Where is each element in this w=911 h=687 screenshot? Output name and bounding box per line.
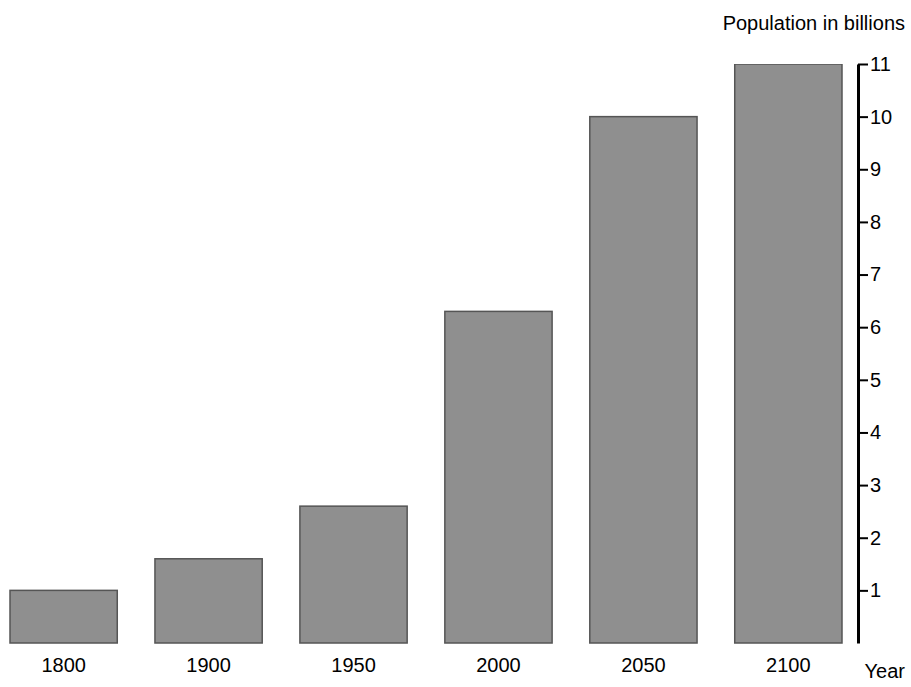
y-tick-label: 11: [870, 53, 891, 75]
y-tick-mark: [858, 537, 868, 539]
x-tick: 1800: [41, 654, 86, 676]
y-tick: 6: [858, 316, 881, 338]
x-tick-label: 1950: [331, 654, 376, 676]
y-tick-mark: [858, 274, 868, 276]
bar: [155, 559, 262, 643]
y-tick: 5: [858, 369, 881, 391]
y-tick: 3: [858, 474, 881, 496]
y-tick-label: 6: [870, 316, 881, 338]
x-tick: 1900: [186, 654, 231, 676]
bars: [10, 64, 842, 643]
y-tick: 10: [858, 106, 892, 128]
bar: [445, 311, 552, 643]
y-tick-mark: [858, 432, 868, 434]
y-tick-mark: [858, 169, 868, 171]
y-axis: 1 2 3 4 5 6 7 8 9 10 11: [858, 53, 892, 644]
y-tick-mark: [858, 327, 868, 329]
chart: 1 2 3 4 5 6 7 8 9 10 11 1800 1900 1950 2000 2050 2100 Pop…: [0, 0, 911, 687]
y-tick-mark: [858, 116, 868, 118]
y-tick-label: 9: [870, 158, 881, 180]
y-tick: 7: [858, 263, 881, 285]
x-axis-title: Year: [865, 660, 906, 682]
y-tick: 2: [858, 527, 881, 549]
y-tick-mark: [858, 485, 868, 487]
y-tick-label: 8: [870, 211, 881, 233]
y-tick-label: 1: [870, 579, 881, 601]
y-tick-mark: [858, 379, 868, 381]
x-axis: 1800 1900 1950 2000 2050 2100: [41, 654, 810, 676]
y-tick-label: 4: [870, 421, 881, 443]
y-tick-label: 2: [870, 527, 881, 549]
x-tick: 2050: [621, 654, 666, 676]
y-tick: 1: [858, 579, 881, 601]
x-tick: 2100: [766, 654, 811, 676]
bar: [735, 64, 842, 643]
y-axis-title: Population in billions: [723, 12, 905, 34]
x-tick-label: 2000: [476, 654, 521, 676]
bar: [10, 590, 117, 643]
y-tick-mark: [858, 221, 868, 223]
y-tick-label: 10: [870, 106, 892, 128]
y-tick-mark: [858, 64, 868, 66]
y-tick-label: 3: [870, 474, 881, 496]
bar: [590, 117, 697, 643]
x-tick-label: 2100: [766, 654, 811, 676]
y-tick: 9: [858, 158, 881, 180]
y-tick-label: 5: [870, 369, 881, 391]
y-tick-label: 7: [870, 263, 881, 285]
x-tick-label: 2050: [621, 654, 666, 676]
y-tick: 11: [858, 53, 891, 75]
y-tick: 8: [858, 211, 881, 233]
bar: [300, 506, 407, 643]
y-axis-line: [857, 65, 860, 644]
x-tick-label: 1800: [41, 654, 86, 676]
y-tick: 4: [858, 421, 881, 443]
x-tick: 1950: [331, 654, 376, 676]
y-tick-mark: [858, 590, 868, 592]
x-tick: 2000: [476, 654, 521, 676]
x-tick-label: 1900: [186, 654, 231, 676]
